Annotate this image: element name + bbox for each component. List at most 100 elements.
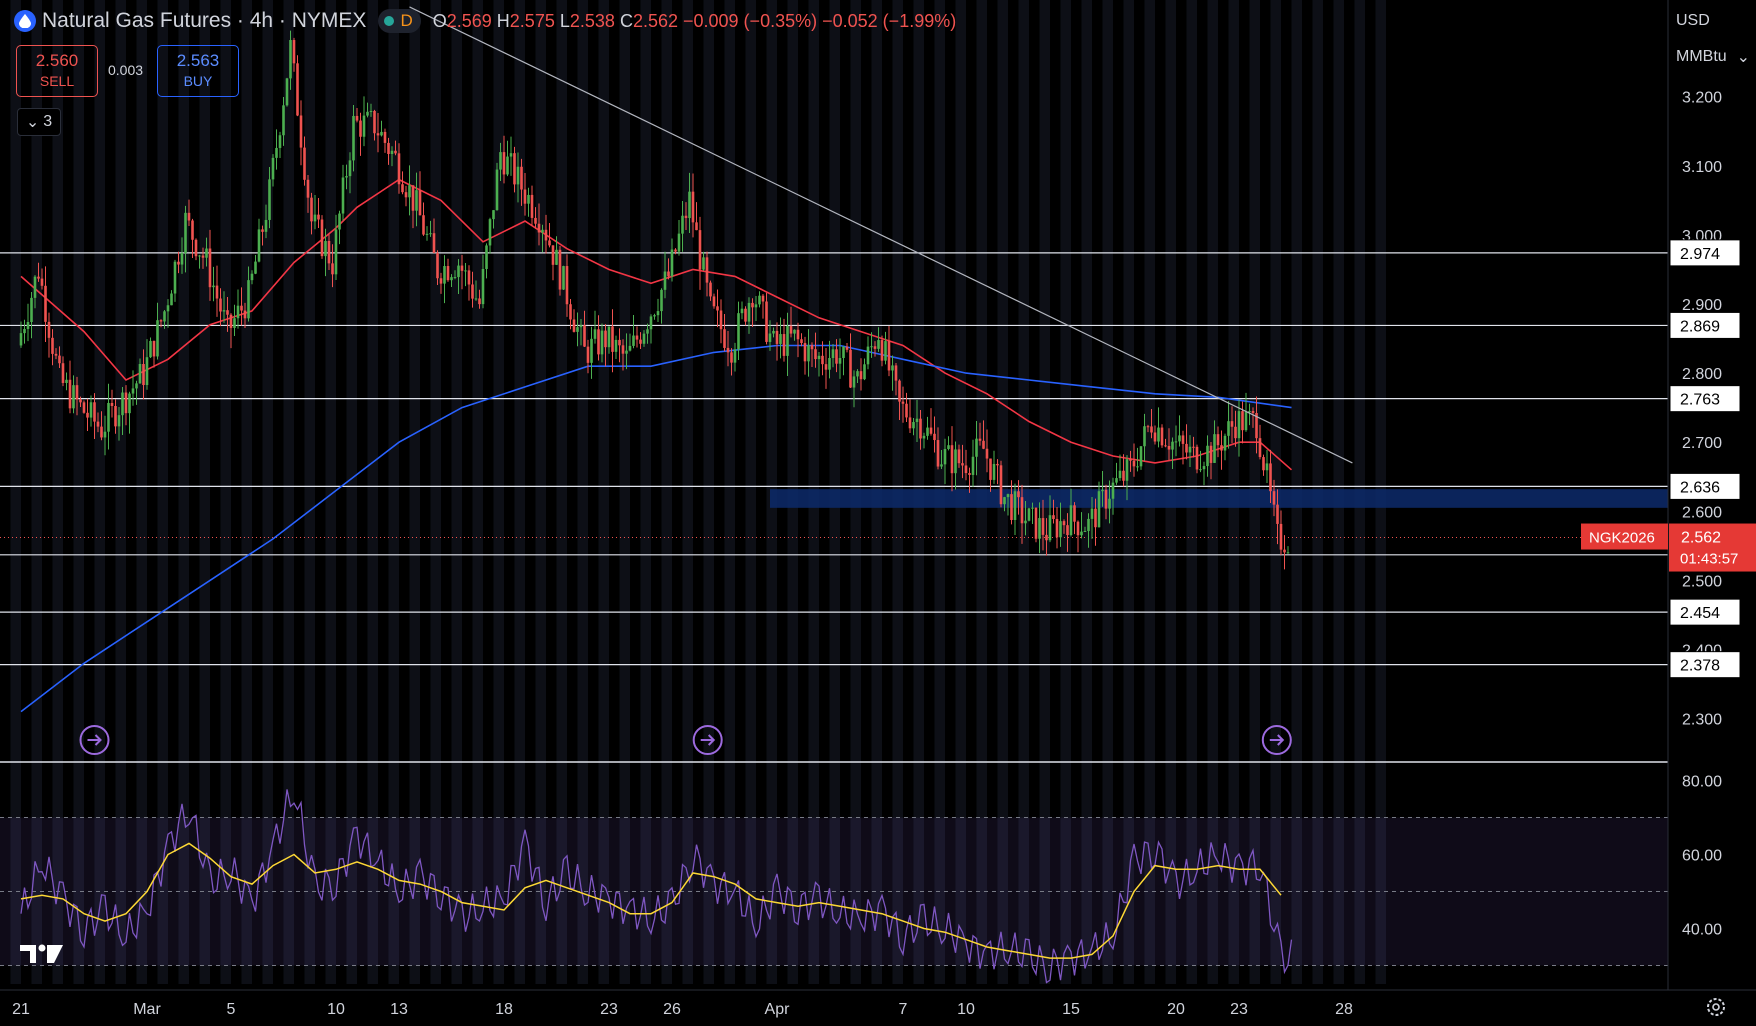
candle-body bbox=[96, 421, 100, 427]
candle-body bbox=[93, 402, 96, 422]
time-tick-label: 23 bbox=[600, 1001, 618, 1018]
candle-body bbox=[65, 379, 68, 383]
candle-body bbox=[394, 150, 397, 154]
gear-icon[interactable] bbox=[1707, 998, 1725, 1016]
time-tick-label: 26 bbox=[663, 1001, 681, 1018]
candle-body bbox=[1083, 531, 1087, 533]
time-tick-label: 21 bbox=[12, 1001, 30, 1018]
candle-body bbox=[506, 156, 509, 175]
time-tick-label: 10 bbox=[957, 1001, 975, 1018]
candle-body bbox=[303, 147, 306, 180]
level-badge bbox=[1669, 385, 1741, 413]
candle-body bbox=[765, 301, 768, 342]
level-badge bbox=[1669, 472, 1741, 500]
candle-body bbox=[334, 229, 338, 275]
event-markers bbox=[79, 725, 1292, 755]
buy-button[interactable]: 2.563 BUY bbox=[157, 45, 239, 97]
candle-body bbox=[1283, 549, 1286, 553]
sell-button[interactable]: 2.560 SELL bbox=[16, 45, 98, 97]
candle-body bbox=[376, 133, 380, 136]
candle-body bbox=[166, 305, 170, 312]
candle-body bbox=[1241, 411, 1244, 431]
low-value: 2.538 bbox=[569, 10, 615, 31]
session-stripe bbox=[745, 0, 756, 984]
candle-body bbox=[1150, 426, 1153, 433]
candle-body bbox=[667, 271, 670, 277]
support-zone bbox=[770, 489, 1668, 508]
candle-body bbox=[670, 249, 674, 277]
candle-body bbox=[698, 230, 702, 270]
candle-body bbox=[205, 248, 208, 258]
candle-body bbox=[103, 431, 107, 438]
candle-body bbox=[180, 253, 184, 265]
candle-body bbox=[569, 304, 572, 320]
candle-body bbox=[821, 355, 824, 365]
tradingview-logo-icon[interactable] bbox=[20, 944, 63, 964]
candle-body bbox=[632, 335, 635, 346]
indicators-collapse-button[interactable]: ⌄ 3 bbox=[17, 108, 61, 136]
price-tick-label: 2.600 bbox=[1682, 504, 1722, 521]
candle-body bbox=[520, 166, 523, 190]
price-scale-bg bbox=[1668, 0, 1756, 1026]
session-stripe bbox=[73, 0, 84, 984]
candle-body bbox=[1174, 441, 1178, 443]
candle-body bbox=[1255, 413, 1258, 439]
candle-body bbox=[429, 233, 432, 235]
symbol-title[interactable]: Natural Gas Futures · 4h · NYMEX bbox=[42, 9, 367, 32]
session-stripe bbox=[388, 0, 399, 984]
session-stripe bbox=[52, 0, 63, 984]
candle-body bbox=[870, 346, 873, 348]
time-tick-label: 10 bbox=[327, 1001, 345, 1018]
candle-body bbox=[775, 330, 779, 344]
countdown-label: 01:43:57 bbox=[1680, 551, 1738, 568]
session-stripe bbox=[493, 0, 504, 984]
buy-label: BUY bbox=[183, 73, 213, 89]
candle-body bbox=[194, 239, 198, 257]
dividend-arrow-icon[interactable] bbox=[79, 725, 110, 755]
unit-select[interactable]: MMBtu ⌄ bbox=[1668, 42, 1756, 72]
candle-body bbox=[747, 302, 751, 322]
market-status[interactable]: D bbox=[378, 9, 421, 33]
candle-body bbox=[1167, 445, 1171, 450]
candle-body bbox=[243, 310, 247, 319]
candle-body bbox=[1073, 505, 1076, 522]
candle-body bbox=[338, 213, 341, 230]
candle-body bbox=[138, 364, 142, 384]
candle-body bbox=[58, 355, 61, 364]
candle-body bbox=[54, 353, 58, 356]
candle-body bbox=[873, 346, 877, 349]
candle-body bbox=[177, 261, 180, 265]
time-tick-label: Mar bbox=[133, 1001, 161, 1018]
candle-body bbox=[674, 249, 677, 252]
candle-body bbox=[597, 329, 600, 355]
candle-body bbox=[807, 345, 810, 362]
rsi-ma-line bbox=[20, 842, 1282, 959]
candle-body bbox=[240, 305, 243, 311]
ma-blue-line bbox=[20, 344, 1292, 713]
support-zone-rect bbox=[770, 489, 1668, 508]
candle-body bbox=[894, 365, 898, 381]
candle-body bbox=[803, 343, 807, 362]
candle-body bbox=[44, 285, 47, 322]
dividend-arrow-icon[interactable] bbox=[692, 725, 723, 755]
session-stripe bbox=[367, 0, 378, 984]
dividend-arrow-icon[interactable] bbox=[1261, 725, 1292, 755]
candle-body bbox=[1045, 534, 1048, 541]
candle-body bbox=[887, 341, 891, 371]
candle-body bbox=[366, 111, 369, 116]
candle-body bbox=[796, 329, 800, 340]
price-tick-label: 2.900 bbox=[1682, 297, 1722, 314]
candle-body bbox=[1115, 478, 1118, 483]
candle-body bbox=[114, 405, 117, 427]
candle-body bbox=[635, 335, 639, 340]
candle-body bbox=[642, 333, 646, 344]
session-stripe bbox=[577, 0, 588, 984]
time-tick-label: 15 bbox=[1062, 1001, 1080, 1018]
candle-body bbox=[1195, 446, 1199, 470]
candle-body bbox=[730, 352, 733, 363]
candle-body bbox=[89, 402, 93, 418]
candle-body bbox=[940, 464, 943, 467]
currency-select[interactable]: USD bbox=[1668, 6, 1756, 36]
candle-body bbox=[51, 337, 54, 354]
